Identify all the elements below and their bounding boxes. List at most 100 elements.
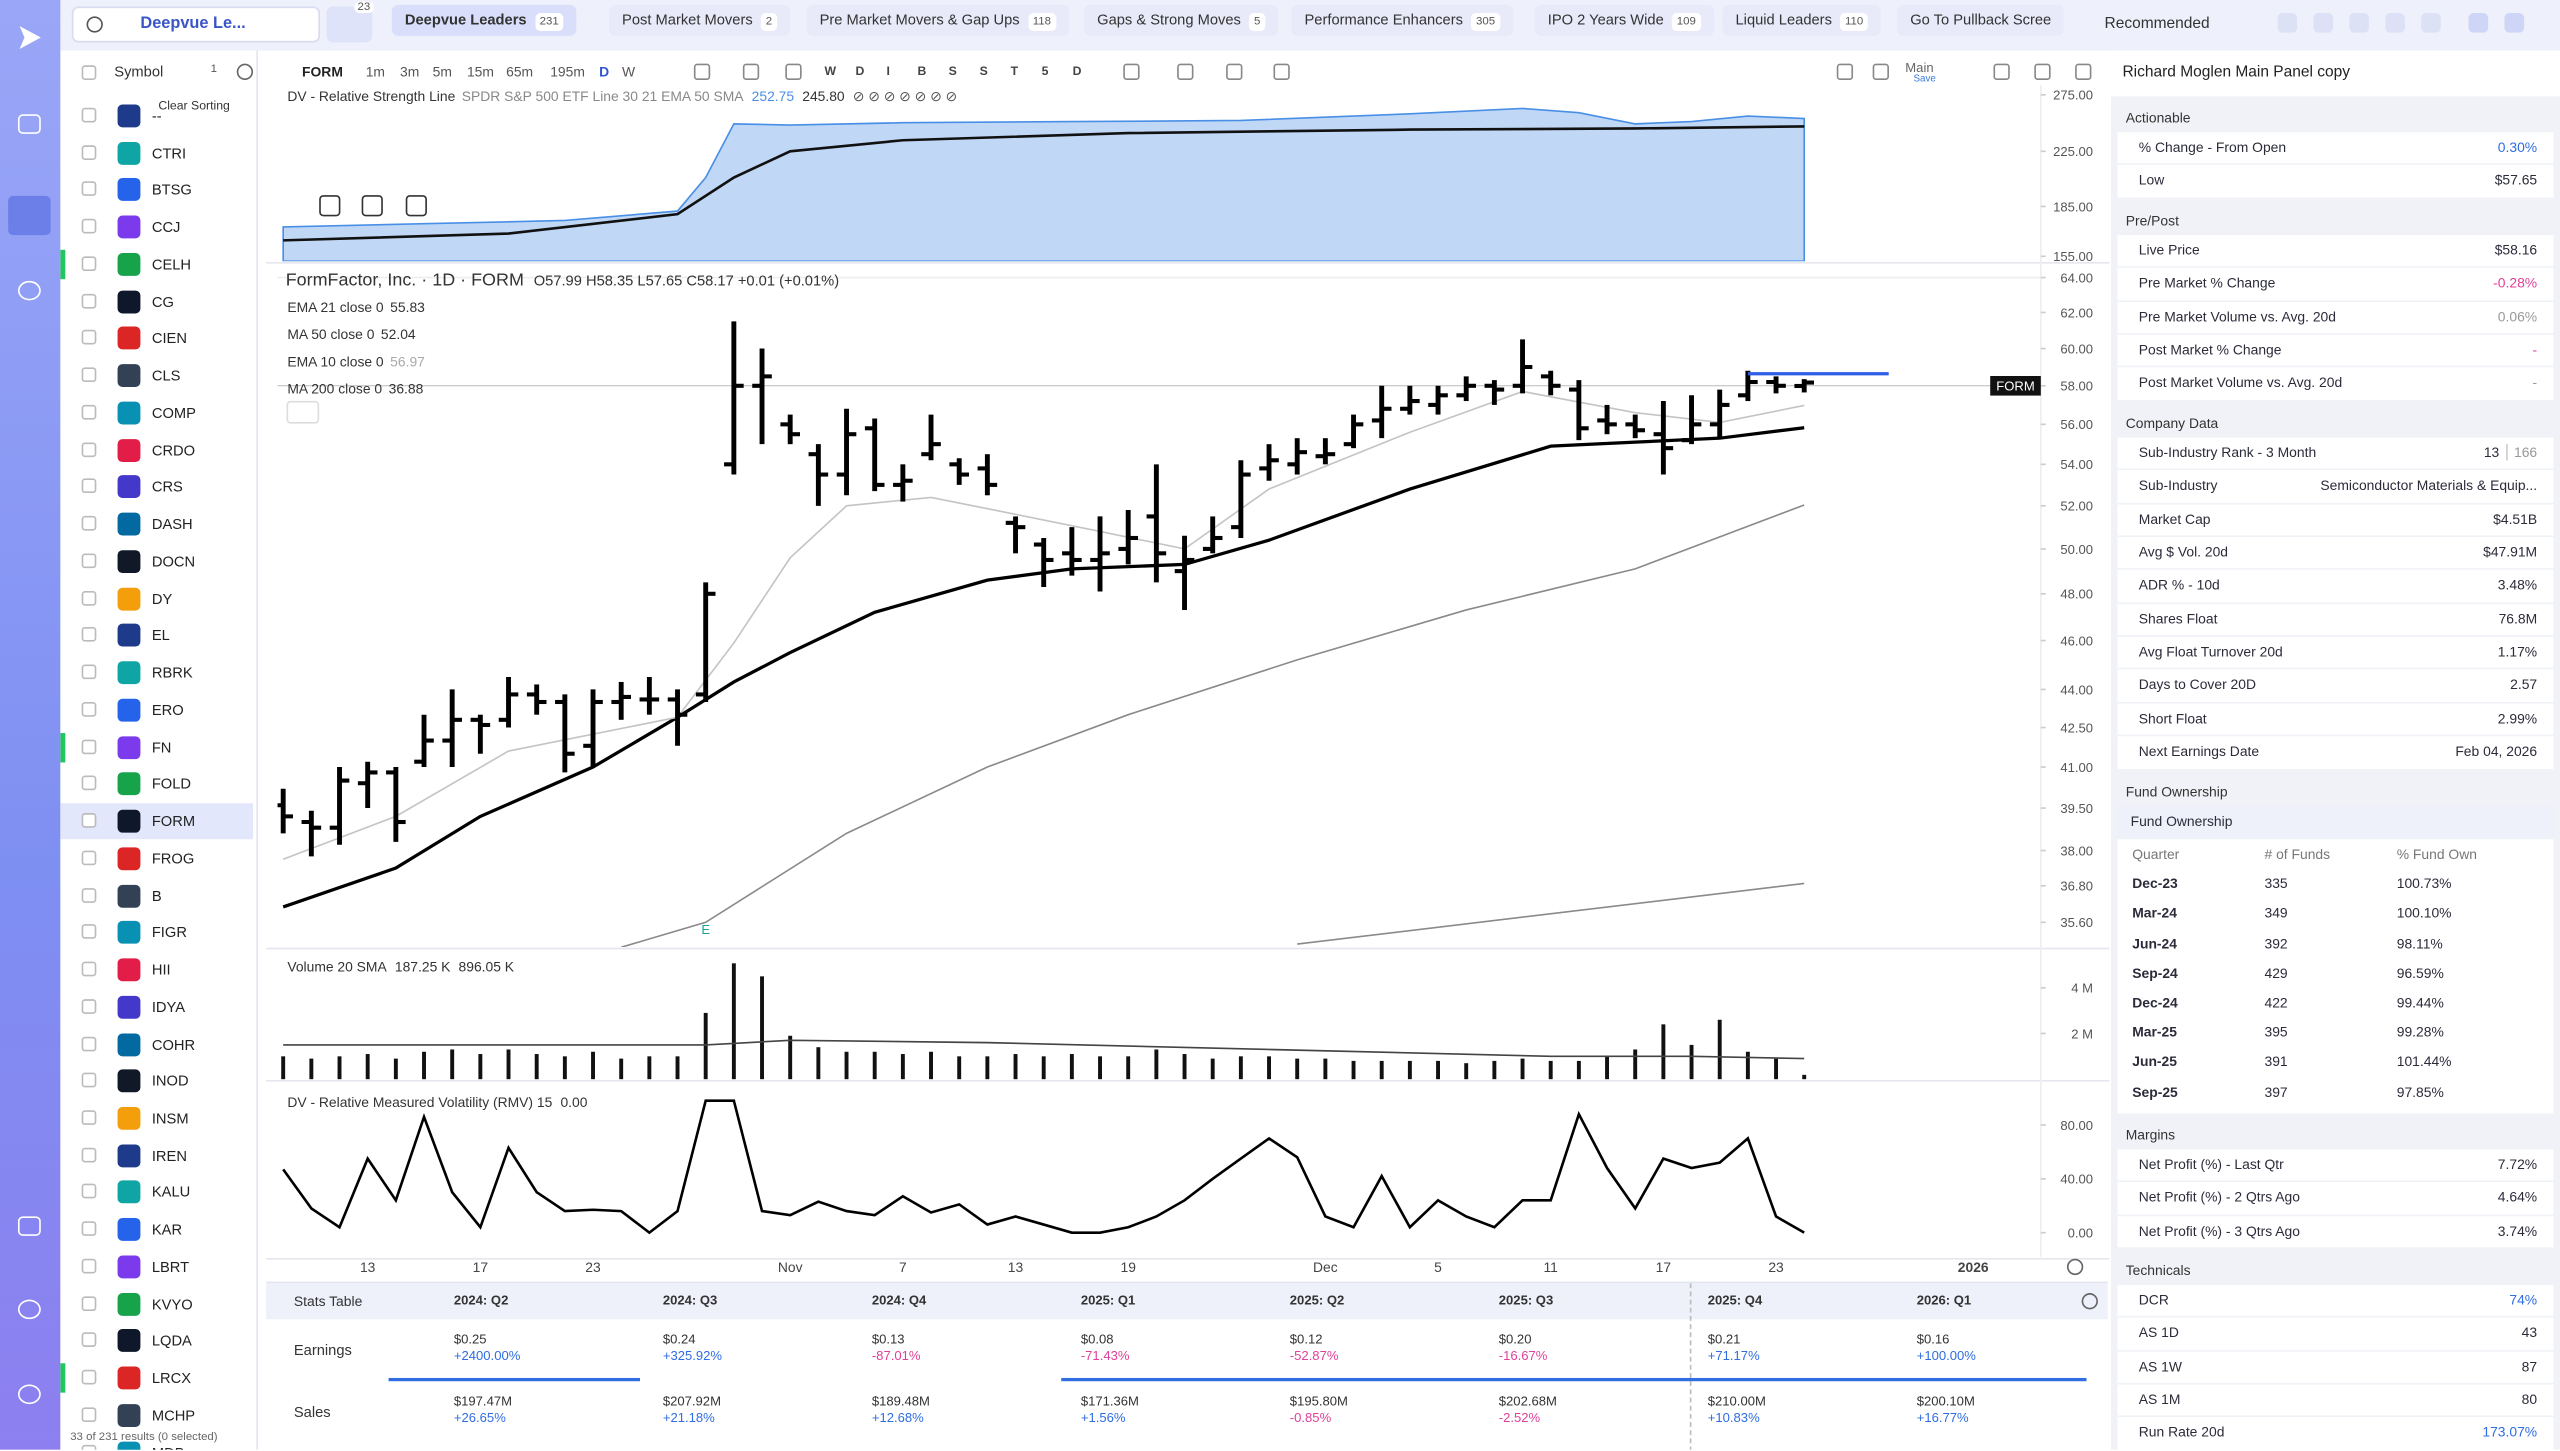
timeframe-button[interactable]: 3m xyxy=(400,63,420,80)
list-tab[interactable]: Go To Pullback Scree xyxy=(1897,4,2065,36)
watchlist-row[interactable]: MCHP xyxy=(60,1397,253,1433)
nav-icon[interactable] xyxy=(17,1384,41,1405)
nav-icon[interactable] xyxy=(17,1299,41,1320)
watchlist-row[interactable]: LQDA xyxy=(60,1323,253,1359)
row-checkbox[interactable] xyxy=(81,701,97,717)
tool-icon[interactable] xyxy=(361,195,383,217)
search-box[interactable]: Deepvue Le... xyxy=(71,6,321,43)
watchlist-row[interactable]: ERO xyxy=(60,692,253,728)
watchlist-row[interactable]: EL xyxy=(60,618,253,654)
row-checkbox[interactable] xyxy=(81,1444,97,1450)
row-checkbox[interactable] xyxy=(81,1407,97,1422)
gear-icon[interactable] xyxy=(2081,1293,2098,1310)
watchlist-row[interactable]: MDB xyxy=(60,1434,253,1450)
list-tab[interactable]: Performance Enhancers 305 xyxy=(1291,4,1514,36)
watchlist-row[interactable]: DOCN xyxy=(60,543,253,579)
row-checkbox[interactable] xyxy=(81,1258,97,1274)
row-checkbox[interactable] xyxy=(81,1221,97,1237)
toolbar-icon[interactable] xyxy=(2075,63,2092,80)
watchlist-row[interactable]: IDYA xyxy=(60,989,253,1025)
chart-symbol[interactable]: FORM xyxy=(302,63,343,80)
list-tab[interactable]: Pre Market Movers & Gap Ups 118 xyxy=(806,4,1069,36)
interval-letter[interactable]: D xyxy=(1072,63,1082,79)
select-all[interactable] xyxy=(81,65,97,80)
row-checkbox[interactable] xyxy=(81,516,97,531)
toolbar-icon[interactable] xyxy=(2504,13,2525,33)
watchlist-row[interactable]: FORM xyxy=(60,803,254,840)
toolbar-icon[interactable] xyxy=(2468,13,2489,33)
toolbar-icon[interactable] xyxy=(1993,63,2010,80)
watchlist-row[interactable]: CTRI xyxy=(60,135,253,171)
row-checkbox[interactable] xyxy=(81,293,97,309)
watchlist-row[interactable]: KVYO xyxy=(60,1286,253,1322)
row-checkbox[interactable] xyxy=(81,1332,97,1348)
tool-icon[interactable] xyxy=(319,195,341,217)
row-checkbox[interactable] xyxy=(81,961,97,977)
toolbar-icon[interactable] xyxy=(1273,63,1290,80)
toolbar-icon[interactable] xyxy=(2277,13,2298,33)
row-checkbox[interactable] xyxy=(81,181,97,197)
row-checkbox[interactable] xyxy=(81,590,97,606)
row-checkbox[interactable] xyxy=(81,813,97,828)
row-checkbox[interactable] xyxy=(81,367,97,383)
row-checkbox[interactable] xyxy=(81,887,97,903)
toolbar-icon[interactable] xyxy=(693,63,711,80)
row-checkbox[interactable] xyxy=(81,553,97,568)
row-checkbox[interactable] xyxy=(81,1073,97,1088)
watchlist-row[interactable]: DASH xyxy=(60,506,253,542)
axis-settings[interactable] xyxy=(2066,1258,2084,1276)
watchlist-row[interactable]: DY xyxy=(60,581,253,617)
toolbar-icon[interactable] xyxy=(2385,13,2405,33)
row-checkbox[interactable] xyxy=(81,1184,97,1200)
timeframe-button[interactable]: 1m xyxy=(365,63,385,80)
row-checkbox[interactable] xyxy=(81,924,97,940)
timeframe-button[interactable]: 195m xyxy=(550,63,585,80)
row-checkbox[interactable] xyxy=(81,479,97,494)
watchlist-row[interactable]: FIGR xyxy=(60,915,253,951)
watchlist-row[interactable]: LBRT xyxy=(60,1249,253,1285)
interval-letter[interactable]: W xyxy=(824,63,837,79)
interval-letter[interactable]: S xyxy=(979,63,988,79)
watchlist-row[interactable]: COHR xyxy=(60,1026,253,1062)
interval-letter[interactable]: S xyxy=(948,63,957,79)
interval-letter[interactable]: T xyxy=(1010,63,1019,79)
toolbar-icon[interactable] xyxy=(1123,63,1140,80)
toolbar-icon[interactable] xyxy=(742,63,760,80)
collapse-button[interactable] xyxy=(286,400,320,424)
settings-icon[interactable] xyxy=(236,63,254,80)
list-tab[interactable]: Post Market Movers 2 xyxy=(608,4,791,36)
list-tab[interactable]: Liquid Leaders 110 xyxy=(1722,4,1882,36)
tool-icon[interactable] xyxy=(405,195,427,217)
row-checkbox[interactable] xyxy=(81,144,97,160)
watchlist-row[interactable]: KALU xyxy=(60,1175,253,1211)
watchlist-row[interactable]: FOLD xyxy=(60,766,253,802)
timeframe-button[interactable]: W xyxy=(622,63,636,80)
interval-letter[interactable]: B xyxy=(917,63,927,79)
interval-letter[interactable]: I xyxy=(886,63,890,79)
toolbar-icon[interactable] xyxy=(2349,13,2369,33)
row-checkbox[interactable] xyxy=(81,441,97,457)
watchlist-row[interactable]: -- xyxy=(60,98,253,134)
watchlist-row[interactable]: CCJ xyxy=(60,209,253,245)
row-checkbox[interactable] xyxy=(81,404,97,420)
interval-letter[interactable]: D xyxy=(855,63,865,79)
nav-icon-active[interactable] xyxy=(8,195,51,236)
timeframe-button[interactable]: 5m xyxy=(432,63,452,80)
watchlist-row[interactable]: CLS xyxy=(60,358,253,394)
row-checkbox[interactable] xyxy=(81,627,97,643)
watchlist-row[interactable]: CIEN xyxy=(60,321,253,357)
row-checkbox[interactable] xyxy=(81,107,97,123)
layout-name[interactable]: Main xyxy=(1905,60,1934,76)
row-checkbox[interactable] xyxy=(81,776,97,791)
row-checkbox[interactable] xyxy=(81,1147,97,1162)
layout-save[interactable]: Save xyxy=(1913,75,1936,85)
nav-icon[interactable] xyxy=(17,1216,41,1236)
row-checkbox[interactable] xyxy=(81,738,97,754)
toolbar-icon[interactable] xyxy=(1226,63,1243,80)
row-checkbox[interactable] xyxy=(81,850,97,865)
list-tab[interactable]: Deepvue Leaders 231 xyxy=(391,4,577,36)
panel-title[interactable]: Richard Moglen Main Panel copy xyxy=(2122,63,2351,82)
watchlist-row[interactable]: CELH xyxy=(60,246,253,282)
watchlist-row[interactable]: HII xyxy=(60,952,253,988)
timeframe-button[interactable]: D xyxy=(599,63,610,80)
